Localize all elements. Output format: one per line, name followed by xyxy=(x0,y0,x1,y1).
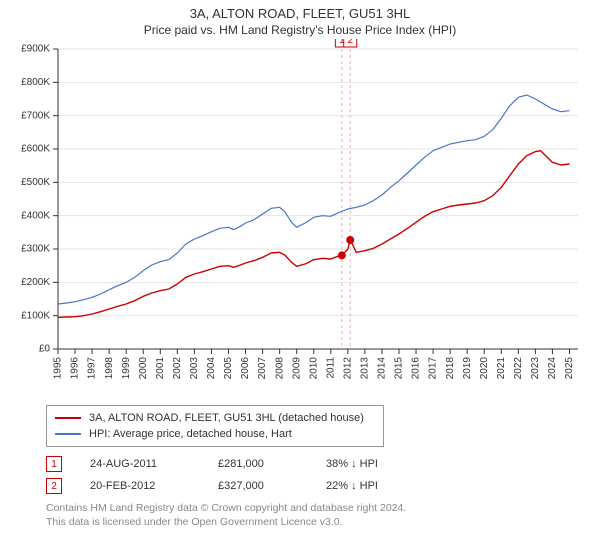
svg-text:2012: 2012 xyxy=(342,357,353,380)
svg-text:2011: 2011 xyxy=(325,357,336,379)
svg-text:2004: 2004 xyxy=(206,357,217,380)
svg-text:2009: 2009 xyxy=(291,357,302,380)
svg-text:2002: 2002 xyxy=(172,357,183,380)
svg-text:2020: 2020 xyxy=(479,357,490,380)
svg-text:2017: 2017 xyxy=(428,357,439,380)
svg-text:£800K: £800K xyxy=(21,77,50,88)
svg-text:£500K: £500K xyxy=(21,177,50,188)
legend-row-property: 3A, ALTON ROAD, FLEET, GU51 3HL (detache… xyxy=(55,410,375,426)
svg-text:2019: 2019 xyxy=(462,357,473,380)
svg-text:2005: 2005 xyxy=(223,357,234,380)
sale-date: 24-AUG-2011 xyxy=(90,458,190,470)
footer: Contains HM Land Registry data © Crown c… xyxy=(46,501,590,529)
svg-text:2006: 2006 xyxy=(240,357,251,380)
sale-comparison: 22% ↓ HPI xyxy=(326,480,406,492)
svg-text:2008: 2008 xyxy=(274,357,285,380)
svg-text:1999: 1999 xyxy=(121,357,132,380)
svg-text:2018: 2018 xyxy=(445,357,456,380)
legend-row-hpi: HPI: Average price, detached house, Hart xyxy=(55,426,375,442)
sale-comparison: 38% ↓ HPI xyxy=(326,458,406,470)
svg-text:1995: 1995 xyxy=(53,357,64,380)
svg-text:2013: 2013 xyxy=(360,357,371,380)
sale-price: £327,000 xyxy=(218,480,298,492)
svg-text:£600K: £600K xyxy=(21,144,50,155)
legend: 3A, ALTON ROAD, FLEET, GU51 3HL (detache… xyxy=(46,405,384,447)
svg-text:2001: 2001 xyxy=(155,357,166,380)
svg-text:2022: 2022 xyxy=(513,357,524,380)
legend-swatch-hpi xyxy=(55,433,81,435)
svg-text:2016: 2016 xyxy=(411,357,422,380)
legend-swatch-property xyxy=(55,417,81,419)
legend-label-property: 3A, ALTON ROAD, FLEET, GU51 3HL (detache… xyxy=(89,412,364,424)
svg-text:2015: 2015 xyxy=(394,357,405,380)
svg-text:2000: 2000 xyxy=(138,357,149,380)
chart-svg: £0 £100K £200K £300K £400K £500K £600K £700K £80… xyxy=(12,39,592,399)
sale-price: £281,000 xyxy=(218,458,298,470)
svg-text:2023: 2023 xyxy=(530,357,541,380)
svg-text:2: 2 xyxy=(347,39,353,46)
sale-row: 2 20-FEB-2012 £327,000 22% ↓ HPI xyxy=(46,475,590,497)
chart-titles: 3A, ALTON ROAD, FLEET, GU51 3HL Price pa… xyxy=(0,0,600,39)
svg-text:1996: 1996 xyxy=(70,357,81,380)
sale-date: 20-FEB-2012 xyxy=(90,480,190,492)
svg-text:£100K: £100K xyxy=(21,310,50,321)
chart-title: 3A, ALTON ROAD, FLEET, GU51 3HL xyxy=(0,6,600,21)
svg-text:2024: 2024 xyxy=(547,357,558,380)
chart-subtitle: Price paid vs. HM Land Registry's House … xyxy=(0,23,600,37)
svg-text:£700K: £700K xyxy=(21,110,50,121)
svg-text:£0: £0 xyxy=(39,344,51,355)
svg-text:2021: 2021 xyxy=(496,357,507,380)
svg-text:1997: 1997 xyxy=(87,357,98,380)
footer-line: Contains HM Land Registry data © Crown c… xyxy=(46,501,590,515)
svg-text:1998: 1998 xyxy=(104,357,115,380)
svg-text:2014: 2014 xyxy=(377,357,388,380)
legend-label-hpi: HPI: Average price, detached house, Hart xyxy=(89,428,292,440)
footer-line: This data is licensed under the Open Gov… xyxy=(46,515,590,529)
chart-area: £0 £100K £200K £300K £400K £500K £600K £700K £80… xyxy=(12,39,592,399)
sale-row: 1 24-AUG-2011 £281,000 38% ↓ HPI xyxy=(46,453,590,475)
sales-table: 1 24-AUG-2011 £281,000 38% ↓ HPI 2 20-FE… xyxy=(46,453,590,497)
svg-text:2003: 2003 xyxy=(189,357,200,380)
svg-text:£300K: £300K xyxy=(21,244,50,255)
svg-text:2010: 2010 xyxy=(308,357,319,380)
sale-badge: 2 xyxy=(46,478,62,494)
sale-badge: 1 xyxy=(46,456,62,472)
svg-text:£200K: £200K xyxy=(21,277,50,288)
svg-text:£400K: £400K xyxy=(21,210,50,221)
svg-text:£900K: £900K xyxy=(21,44,50,55)
svg-text:2007: 2007 xyxy=(257,357,268,380)
svg-text:2025: 2025 xyxy=(564,357,575,380)
